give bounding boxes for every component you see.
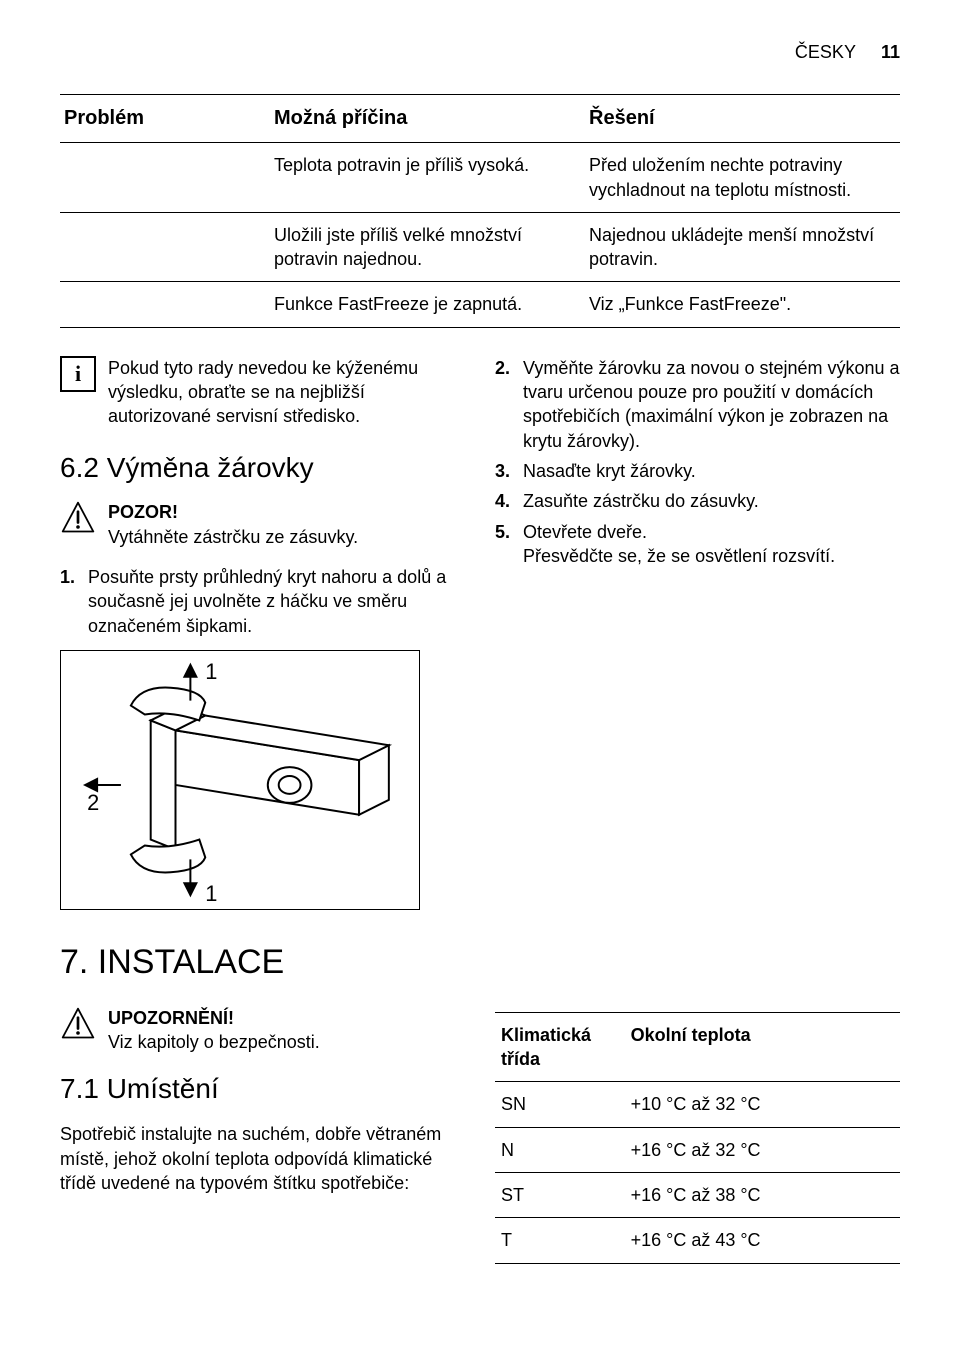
cell: +10 °C až 32 °C bbox=[625, 1082, 900, 1127]
right-steps: Vyměňte žárovku za novou o stejném výkon… bbox=[495, 356, 900, 568]
header-lang: ČESKY bbox=[795, 42, 856, 62]
table-row: SN +10 °C až 32 °C bbox=[495, 1082, 900, 1127]
cell: T bbox=[495, 1218, 625, 1263]
cell: Teplota potravin je příliš vysoká. bbox=[270, 143, 585, 213]
warning-box: UPOZORNĚNÍ! Viz kapitoly o bezpečnosti. bbox=[60, 1006, 465, 1055]
cell: +16 °C až 38 °C bbox=[625, 1173, 900, 1218]
section-7-1-title: 7.1 Umístění bbox=[60, 1070, 465, 1108]
th-ambient-temp: Okolní teplota bbox=[625, 1012, 900, 1082]
step-1: Posuňte prsty průhledný kryt nahoru a do… bbox=[60, 565, 465, 638]
climate-table: Klimatická třída Okolní teplota SN +10 °… bbox=[495, 1012, 900, 1264]
cell: Najednou ukládejte menší množství potrav… bbox=[585, 212, 900, 282]
warning-title: UPOZORNĚNÍ! bbox=[108, 1006, 320, 1030]
caution-box: POZOR! Vytáhněte zástrčku ze zásuvky. bbox=[60, 500, 465, 549]
cell: SN bbox=[495, 1082, 625, 1127]
cell bbox=[60, 212, 270, 282]
table-row: Uložili jste příliš velké množství potra… bbox=[60, 212, 900, 282]
step-4: Zasuňte zástrčku do zásuvky. bbox=[495, 489, 900, 513]
caution-icon bbox=[60, 500, 96, 536]
table-row: T +16 °C až 43 °C bbox=[495, 1218, 900, 1263]
diagram-label-top: 1 bbox=[205, 659, 217, 684]
warning-icon bbox=[60, 1006, 96, 1042]
cell: Viz „Funkce FastFreeze". bbox=[585, 282, 900, 327]
cell: +16 °C až 43 °C bbox=[625, 1218, 900, 1263]
table-row: Funkce FastFreeze je zapnutá. Viz „Funkc… bbox=[60, 282, 900, 327]
cell: N bbox=[495, 1127, 625, 1172]
table-row: Teplota potravin je příliš vysoká. Před … bbox=[60, 143, 900, 213]
troubleshooting-table: Problém Možná příčina Řešení Teplota pot… bbox=[60, 94, 900, 327]
table-row: ST +16 °C až 38 °C bbox=[495, 1173, 900, 1218]
cell: Funkce FastFreeze je zapnutá. bbox=[270, 282, 585, 327]
step-5: Otevřete dveře. Přesvědčte se, že se osv… bbox=[495, 520, 900, 569]
info-box: i Pokud tyto rady nevedou ke kýženému vý… bbox=[60, 356, 465, 429]
step-5-text: Otevřete dveře. bbox=[523, 522, 647, 542]
cell bbox=[60, 282, 270, 327]
warning-text: Viz kapitoly o bezpečnosti. bbox=[108, 1030, 320, 1054]
th-climate-class: Klimatická třída bbox=[495, 1012, 625, 1082]
bulb-cover-diagram: 1 2 1 bbox=[60, 650, 420, 910]
cell: Uložili jste příliš velké množství potra… bbox=[270, 212, 585, 282]
th-cause: Možná příčina bbox=[270, 95, 585, 143]
section-6-2-title: 6.2 Výměna žárovky bbox=[60, 449, 465, 487]
th-solution: Řešení bbox=[585, 95, 900, 143]
section-7-1-para: Spotřebič instalujte na suchém, dobře vě… bbox=[60, 1122, 465, 1195]
th-problem: Problém bbox=[60, 95, 270, 143]
cell: ST bbox=[495, 1173, 625, 1218]
left-steps: Posuňte prsty průhledný kryt nahoru a do… bbox=[60, 565, 465, 638]
cell bbox=[60, 143, 270, 213]
step-5-tail: Přesvědčte se, že se osvětlení rozsvítí. bbox=[523, 546, 835, 566]
info-text: Pokud tyto rady nevedou ke kýženému výsl… bbox=[108, 356, 465, 429]
cell: Před uložením nechte potraviny vychladno… bbox=[585, 143, 900, 213]
diagram-label-bottom: 1 bbox=[205, 881, 217, 906]
diagram-label-left: 2 bbox=[87, 790, 99, 815]
section-7-title: 7. INSTALACE bbox=[60, 940, 900, 986]
page-header: ČESKY 11 bbox=[60, 40, 900, 64]
caution-text: Vytáhněte zástrčku ze zásuvky. bbox=[108, 525, 358, 549]
info-icon: i bbox=[60, 356, 96, 392]
caution-title: POZOR! bbox=[108, 500, 358, 524]
cell: +16 °C až 32 °C bbox=[625, 1127, 900, 1172]
header-pageno: 11 bbox=[881, 42, 900, 62]
step-2: Vyměňte žárovku za novou o stejném výkon… bbox=[495, 356, 900, 453]
table-row: N +16 °C až 32 °C bbox=[495, 1127, 900, 1172]
step-3: Nasaďte kryt žárovky. bbox=[495, 459, 900, 483]
